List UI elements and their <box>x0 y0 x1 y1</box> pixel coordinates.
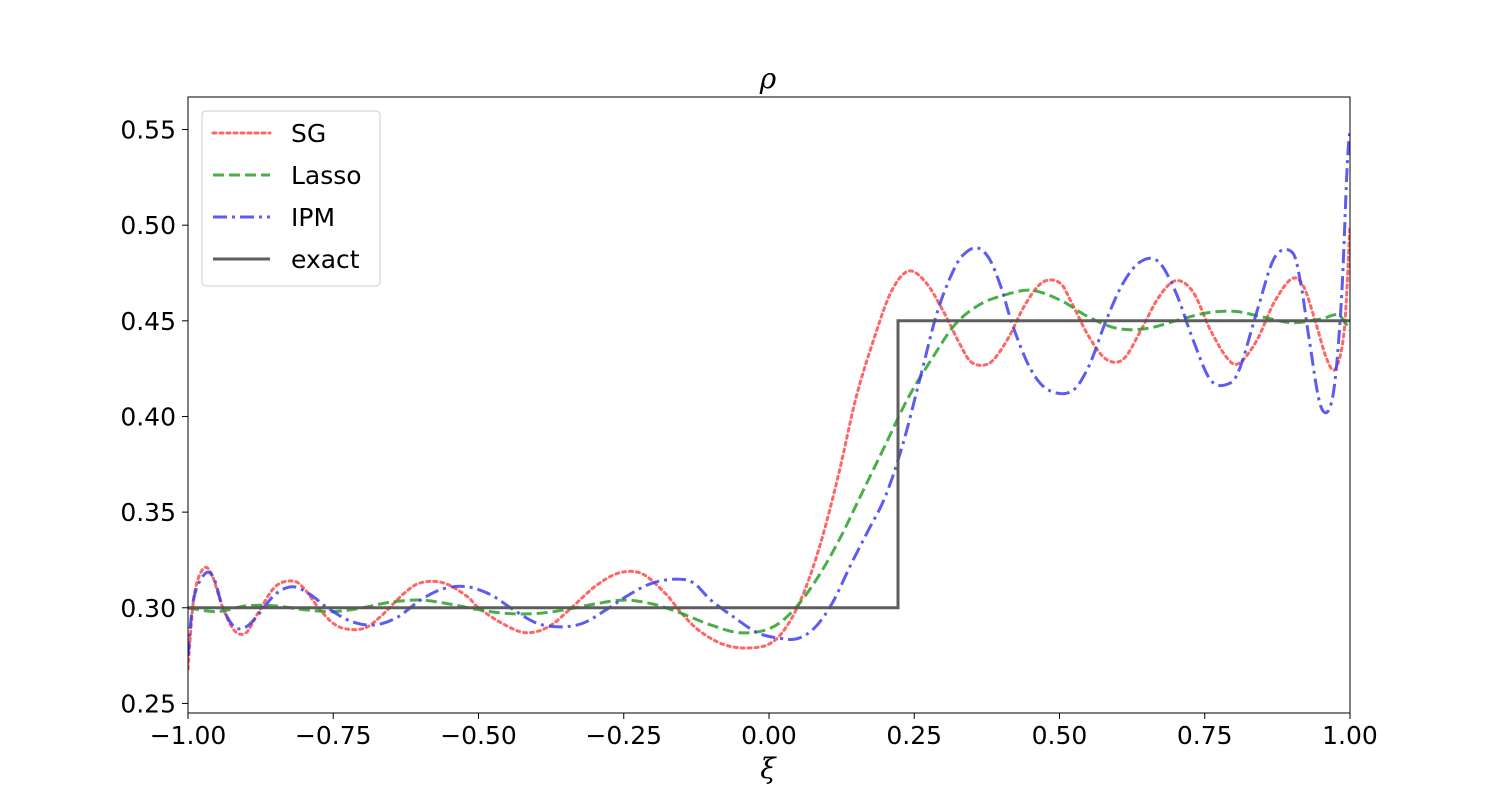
y-tick-label: 0.55 <box>120 116 176 145</box>
x-tick-label: 0.50 <box>1032 721 1088 750</box>
x-tick-label: −0.25 <box>585 721 662 750</box>
y-tick-label: 0.35 <box>120 498 176 527</box>
series-line-exact <box>188 319 1350 610</box>
x-tick-label: −0.75 <box>295 721 372 750</box>
y-tick-label: 0.40 <box>120 402 176 431</box>
legend-label-sg: SG <box>291 119 326 148</box>
series-line-ipm <box>188 129 1350 656</box>
y-axis: 0.25 0.30 0.35 0.40 0.45 0.50 0.55 <box>120 116 188 718</box>
series-layer <box>188 129 1350 671</box>
y-tick-label: 0.30 <box>120 594 176 623</box>
y-tick-label: 0.50 <box>120 211 176 240</box>
legend-box <box>201 110 381 287</box>
x-tick-label: 0.25 <box>886 721 942 750</box>
chart-title: ρ <box>759 62 777 95</box>
series-line-lasso <box>188 288 1350 635</box>
x-tick-label: 1.00 <box>1322 721 1378 750</box>
x-tick-label: −0.50 <box>440 721 517 750</box>
legend-label-lasso: Lasso <box>291 161 362 190</box>
y-tick-label: 0.45 <box>120 307 176 336</box>
legend-label-exact: exact <box>291 245 360 274</box>
x-tick-label: 0.75 <box>1177 721 1233 750</box>
x-axis-label: ξ <box>760 752 777 785</box>
x-tick-label: 0.00 <box>741 721 797 750</box>
legend: SG Lasso IPM exact <box>201 110 381 287</box>
legend-label-ipm: IPM <box>291 203 335 232</box>
x-axis: −1.00 −0.75 −0.50 −0.25 0.00 0.25 0.50 0.75 1.00 <box>150 713 1378 750</box>
y-tick-label: 0.25 <box>120 689 176 718</box>
x-tick-label: −1.00 <box>150 721 227 750</box>
